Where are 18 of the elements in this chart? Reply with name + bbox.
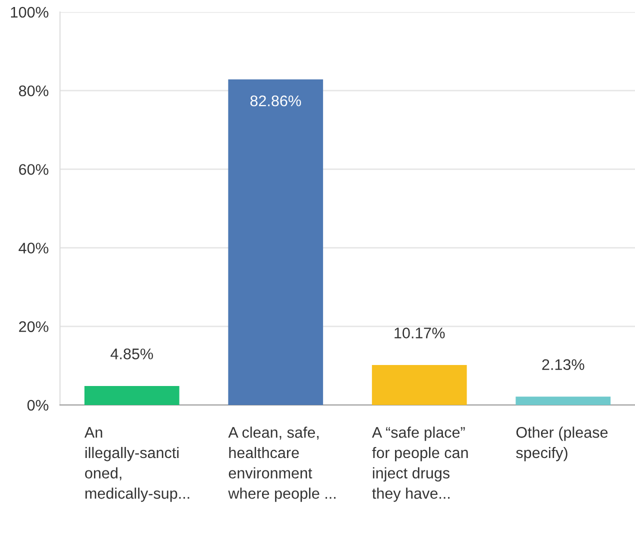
x-tick-label: An illegally-sancti oned, medically-sup...: [84, 427, 190, 502]
bar: [84, 386, 180, 405]
data-label: 4.85%: [110, 348, 153, 360]
y-tick-label: 40%: [18, 242, 48, 254]
data-label: 2.13%: [542, 359, 584, 370]
y-tick-label: 60%: [19, 164, 48, 175]
y-tick-label: 20%: [19, 321, 48, 332]
y-tick-label: 80%: [18, 85, 48, 96]
y-tick-label: 0%: [27, 400, 48, 411]
x-tick-label: A “safe place” for people can inject drugs they have...: [372, 426, 468, 502]
bar: [372, 365, 467, 405]
x-tick-label: Other (please specify): [516, 426, 608, 462]
bar: [228, 79, 324, 405]
bar: [516, 396, 611, 405]
data-label: 82.86%: [250, 95, 301, 106]
data-label: 10.17%: [394, 328, 445, 338]
y-tick-label: 100%: [10, 6, 48, 18]
x-tick-label: A clean, safe, healthcare environment where people ...: [228, 426, 336, 502]
